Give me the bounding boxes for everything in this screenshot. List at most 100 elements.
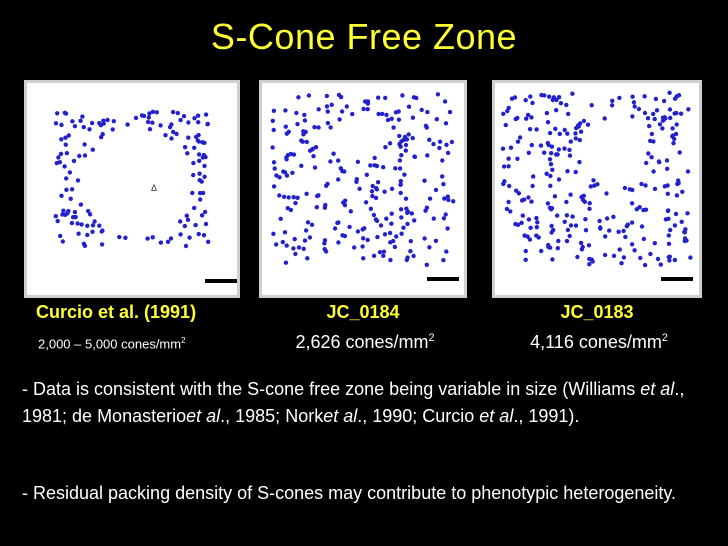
- cone-dot: [570, 91, 575, 96]
- cone-dot: [399, 153, 404, 158]
- cone-dot: [611, 253, 617, 258]
- cone-dot: [332, 226, 338, 231]
- cone-dot: [427, 196, 433, 201]
- cone-dot: [651, 169, 656, 174]
- cone-dot: [672, 223, 678, 228]
- cone-dot: [609, 103, 615, 108]
- cone-dot: [642, 94, 647, 99]
- cone-dot: [165, 239, 171, 244]
- cone-dot: [536, 235, 541, 240]
- cone-dot: [424, 262, 429, 267]
- cone-dot: [636, 106, 642, 112]
- cone-dot: [302, 238, 308, 243]
- cone-dot: [388, 240, 393, 245]
- cone-dot: [524, 116, 529, 121]
- cone-dot: [283, 124, 288, 129]
- cone-dot: [408, 239, 413, 244]
- cone-dot: [685, 211, 690, 216]
- cone-dot: [433, 238, 439, 243]
- cone-dot: [643, 183, 648, 188]
- cone-dot: [196, 152, 202, 157]
- cone-dot: [396, 117, 402, 122]
- cone-dot: [568, 139, 573, 144]
- cone-dot: [312, 125, 317, 130]
- cone-dot: [100, 228, 105, 233]
- cone-dot: [434, 117, 439, 122]
- cone-dot: [185, 217, 191, 222]
- cone-dot: [410, 115, 416, 120]
- cone-dot: [556, 177, 562, 182]
- cone-dot: [336, 177, 341, 182]
- cone-dot: [373, 217, 379, 222]
- cone-dot: [517, 135, 523, 140]
- cone-dot: [344, 104, 349, 109]
- cone-dot: [389, 186, 395, 191]
- cone-dot: [529, 142, 534, 148]
- cone-dot: [197, 171, 202, 176]
- cone-dot: [295, 121, 300, 127]
- cone-dot: [60, 239, 65, 244]
- cone-dot: [665, 208, 671, 214]
- cone-dot: [565, 169, 570, 174]
- cone-dot: [602, 116, 607, 121]
- cone-dot: [397, 158, 403, 163]
- cone-dot: [667, 258, 672, 263]
- cone-dot: [72, 209, 78, 215]
- cone-dot: [178, 219, 183, 224]
- cone-dot: [271, 160, 277, 165]
- cone-dot: [205, 122, 210, 127]
- cone-dot: [97, 121, 102, 126]
- slide-title: S-Cone Free Zone: [210, 16, 518, 57]
- cone-dot: [666, 254, 671, 260]
- cone-dot: [58, 233, 63, 239]
- cone-dot: [398, 178, 403, 184]
- cone-dot: [360, 244, 365, 249]
- cone-dots-jc0184: [270, 92, 456, 267]
- cone-dot: [361, 106, 366, 112]
- cone-dot: [77, 153, 82, 159]
- cone-dot: [381, 165, 386, 170]
- cone-dot: [192, 145, 197, 150]
- cone-dot: [506, 164, 511, 169]
- cone-dot: [639, 181, 644, 187]
- cone-dot: [564, 238, 570, 244]
- cone-dot: [552, 194, 558, 199]
- cone-dot: [554, 108, 559, 113]
- density-jc0183: 4,116 cones/mm2: [530, 332, 668, 352]
- cone-dot: [382, 232, 388, 237]
- cone-dot: [364, 172, 369, 177]
- cone-dot: [301, 129, 306, 134]
- cone-dot: [310, 146, 315, 151]
- cone-dot: [564, 199, 569, 205]
- cone-dot: [311, 154, 316, 159]
- cone-dot: [667, 90, 672, 95]
- cone-dot: [583, 217, 588, 222]
- cone-dot: [368, 163, 373, 168]
- cone-dot: [624, 224, 629, 229]
- cone-dot: [577, 121, 583, 126]
- cone-dot: [281, 169, 286, 174]
- panel-label-jc0183: JC_0183: [560, 302, 634, 322]
- cone-dot: [293, 200, 298, 206]
- cone-dot: [284, 173, 290, 178]
- cone-dot: [73, 214, 78, 220]
- cone-dot: [527, 127, 533, 132]
- cone-dot: [440, 174, 445, 179]
- cone-dot: [567, 233, 572, 239]
- cone-dot: [56, 155, 61, 160]
- cone-dot: [406, 104, 412, 109]
- cone-dot: [391, 125, 396, 130]
- cone-dot: [387, 141, 393, 146]
- cone-dot: [147, 111, 152, 116]
- cone-dot: [196, 231, 201, 237]
- cone-dot: [324, 104, 330, 109]
- cone-dot: [673, 211, 679, 217]
- cone-dot: [433, 187, 439, 193]
- cone-dot: [646, 151, 651, 156]
- cone-dot: [89, 120, 95, 126]
- cone-dot: [78, 202, 84, 207]
- cone-dot: [316, 193, 321, 198]
- cone-dot: [587, 206, 592, 211]
- cone-dot: [380, 111, 385, 117]
- cone-mosaic-panel-jc0183: [492, 80, 702, 298]
